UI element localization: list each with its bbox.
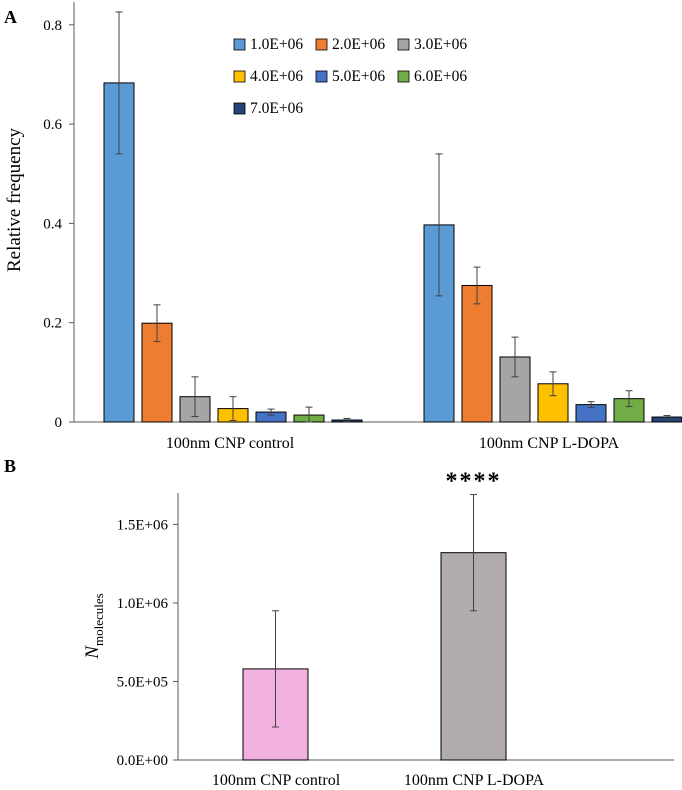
legend-label: 3.0E+06	[414, 36, 467, 53]
legend-label: 7.0E+06	[250, 100, 303, 117]
y-tick-label: 1.5E+06	[117, 517, 169, 533]
panel-a-chart: A Relative frequency 0 0.2 0.4 0.6 0.8 100nm …	[4, 2, 682, 452]
legend-label: 4.0E+06	[250, 68, 303, 85]
legend-swatch	[315, 70, 328, 83]
panel-b-y-axis-label-main: N	[82, 645, 103, 660]
legend-swatch	[397, 38, 410, 51]
legend-swatch	[397, 70, 410, 83]
panel-a-label: A	[4, 7, 17, 27]
y-tick-label: 0.0E+00	[117, 753, 168, 769]
legend-label: 1.0E+06	[250, 36, 303, 53]
legend-label: 6.0E+06	[414, 68, 467, 85]
y-tick-label: 0.2	[43, 316, 62, 332]
legend-swatch	[315, 38, 328, 51]
legend-swatch	[233, 38, 246, 51]
legend-swatch	[233, 70, 246, 83]
y-tick-label: 0.8	[43, 18, 62, 34]
bar	[461, 284, 493, 423]
x-category-label: 100nm CNP L-DOPA	[404, 772, 545, 789]
panel-a-y-axis-label: Relative frequency	[4, 127, 25, 272]
y-tick-label: 5.0E+05	[117, 674, 168, 690]
y-tick-label: 0	[55, 415, 63, 431]
significance-annotation: ****	[446, 469, 502, 495]
x-category-label: 100nm CNP L-DOPA	[479, 435, 620, 452]
y-tick-label: 1.0E+06	[117, 596, 169, 612]
x-category-label: 100nm CNP control	[166, 435, 295, 452]
legend-label: 5.0E+06	[332, 68, 385, 85]
panel-b-y-axis-label: Nmolecules	[82, 593, 106, 659]
legend-label: 2.0E+06	[332, 36, 385, 53]
panel-b-chart: B Nmolecules 0.0E+00 5.0E+05 1.0E+06 1.5E+0…	[4, 456, 674, 789]
y-tick-label: 0.4	[43, 216, 62, 232]
legend-swatch	[233, 102, 246, 115]
panel-b-y-axis-label-sub: molecules	[91, 593, 106, 646]
x-category-label: 100nm CNP control	[212, 772, 341, 789]
panel-b-label: B	[4, 456, 16, 476]
y-tick-label: 0.6	[43, 117, 62, 133]
